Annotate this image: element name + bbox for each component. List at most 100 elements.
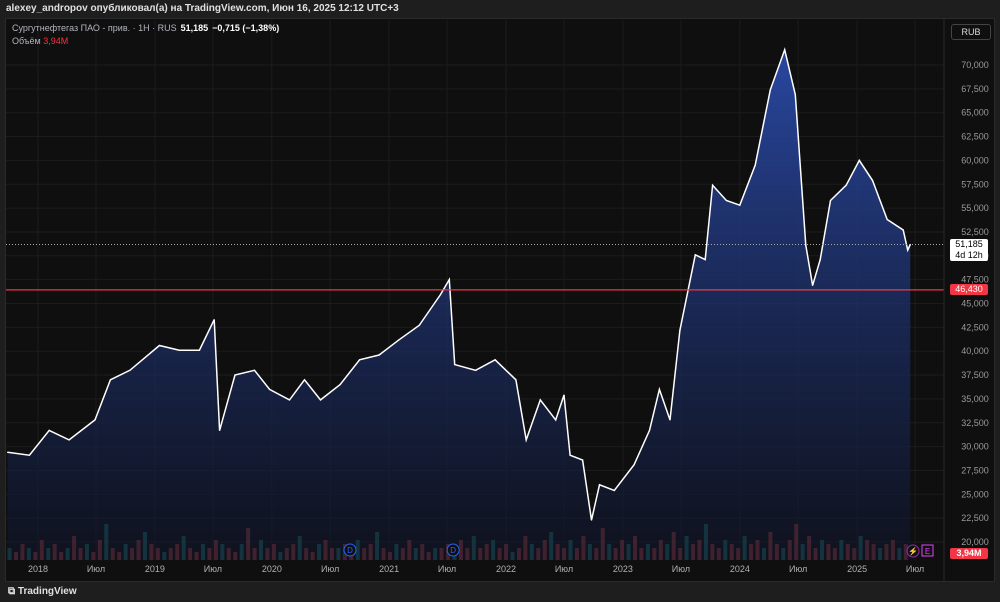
price-point — [253, 369, 256, 371]
y-tick-label: 67,500 — [961, 84, 989, 94]
price-point — [754, 164, 756, 166]
volume-badge: 3,94M — [950, 548, 988, 559]
price-point — [474, 369, 477, 371]
price-point — [28, 454, 30, 456]
price-point — [6, 451, 9, 453]
price-point — [319, 399, 322, 401]
price-point — [213, 319, 215, 321]
x-tick-label: Июл — [672, 564, 690, 574]
currency-button[interactable]: RUB — [951, 24, 991, 40]
price-point — [563, 394, 565, 396]
x-tick-label: 2022 — [496, 564, 516, 574]
x-tick-label: Июл — [906, 564, 924, 574]
last-price: 51,185 — [180, 23, 209, 33]
y-tick-label: 37,500 — [961, 370, 989, 380]
y-tick-label: 32,500 — [961, 418, 989, 428]
y-tick-label: 60,000 — [961, 155, 989, 165]
price-point — [794, 93, 796, 96]
volume-value: 3,94M — [43, 36, 69, 46]
price-point — [448, 279, 450, 281]
x-tick-label: Июл — [789, 564, 807, 574]
price-point — [198, 349, 201, 351]
x-tick-label: 2023 — [613, 564, 633, 574]
price-point — [590, 519, 593, 521]
price-point — [598, 484, 601, 486]
price-point — [359, 359, 361, 361]
price-point — [68, 439, 70, 441]
price-point — [339, 383, 341, 386]
dividend-icon-label: D — [450, 546, 456, 555]
x-tick-label: 2018 — [28, 564, 48, 574]
price-point — [178, 349, 180, 351]
price-point — [303, 379, 306, 381]
price-point — [679, 329, 681, 331]
x-tick-label: Июл — [87, 564, 105, 574]
price-point — [158, 344, 161, 347]
volume-legend: Объём 3,94M — [12, 36, 68, 46]
price-point — [569, 454, 571, 456]
price-change: −0,715 (−1,38%) — [212, 23, 280, 33]
price-point — [769, 89, 771, 91]
price-point — [871, 179, 874, 182]
y-tick-label: 52,500 — [961, 227, 989, 237]
symbol-name[interactable]: Сургутнефтегаз ПАО - прив. · 1H · RUS — [12, 23, 177, 33]
x-tick-label: 2024 — [730, 564, 750, 574]
price-area-fill — [7, 49, 911, 560]
price-point — [494, 359, 496, 361]
bar-countdown: 4d 12h — [955, 250, 983, 260]
price-point — [907, 249, 909, 251]
price-point — [704, 259, 706, 261]
lightning-icon: ⚡ — [908, 546, 918, 556]
price-point — [378, 354, 380, 356]
y-tick-label: 55,000 — [961, 203, 989, 213]
tradingview-logo[interactable]: ⧉ TradingView — [8, 586, 77, 597]
x-tick-label: 2020 — [262, 564, 282, 574]
publish-info: alexey_andropov опубликовал(а) на Tradin… — [6, 3, 399, 14]
y-tick-label: 42,500 — [961, 322, 989, 332]
price-point — [613, 489, 615, 492]
price-point — [739, 204, 741, 206]
price-point — [454, 363, 456, 366]
price-point — [581, 459, 584, 461]
price-point — [784, 49, 786, 51]
price-point — [48, 429, 50, 431]
y-tick-label: 45,000 — [961, 299, 989, 309]
y-tick-label: 22,500 — [961, 513, 989, 523]
y-tick-label: 35,000 — [961, 394, 989, 404]
price-point — [845, 184, 847, 186]
price-point — [219, 429, 221, 431]
dividend-icon — [446, 543, 460, 557]
price-point — [712, 184, 714, 186]
dividend-icon-label: D — [347, 546, 353, 555]
y-tick-label: 40,000 — [961, 346, 989, 356]
price-point — [418, 324, 420, 327]
y-tick-label: 70,000 — [961, 60, 989, 70]
footer: ⧉ TradingView — [0, 582, 1000, 602]
split-icon — [906, 544, 920, 558]
price-point — [288, 399, 291, 401]
price-point — [109, 379, 111, 381]
price-point — [398, 339, 400, 341]
price-point — [648, 429, 651, 431]
price-point — [805, 244, 807, 246]
y-tick-label: 57,500 — [961, 179, 989, 189]
y-tick-label: 65,000 — [961, 108, 989, 118]
logo-text: TradingView — [17, 586, 77, 597]
price-point — [268, 388, 271, 390]
price-point — [555, 419, 557, 421]
price-point — [829, 199, 832, 202]
price-point — [886, 218, 888, 221]
y-tick-label: 30,000 — [961, 442, 989, 452]
price-point — [439, 294, 441, 296]
price-point — [811, 284, 814, 286]
x-tick-label: Июл — [204, 564, 222, 574]
y-tick-label: 27,500 — [961, 465, 989, 475]
price-point — [94, 419, 96, 421]
price-point — [902, 229, 904, 231]
price-point — [669, 419, 671, 421]
price-point — [725, 199, 727, 202]
price-point — [234, 374, 236, 376]
dividend-icon — [343, 543, 357, 557]
x-tick-label: Июл — [438, 564, 456, 574]
